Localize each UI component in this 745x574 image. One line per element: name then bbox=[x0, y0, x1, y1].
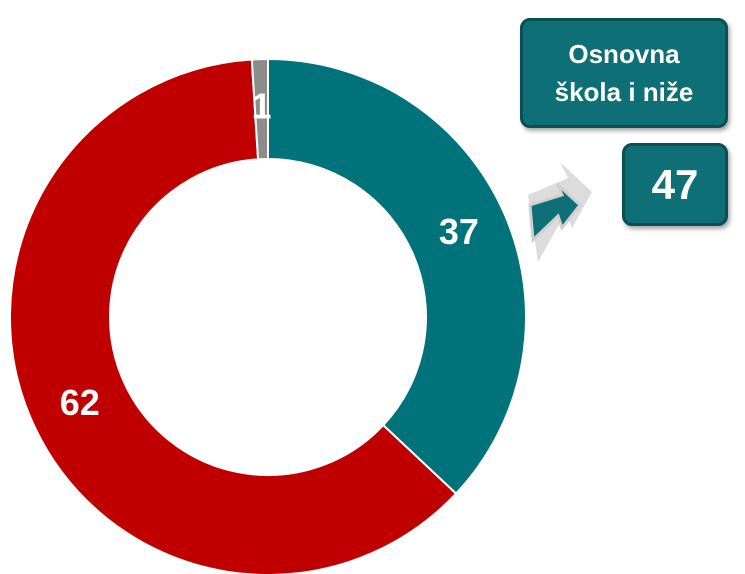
slice bbox=[250, 57, 269, 161]
data-label: 62 bbox=[60, 382, 100, 423]
arrow bbox=[528, 182, 583, 244]
annotation-label: Osnovna škola i niže bbox=[520, 18, 728, 128]
slice bbox=[9, 58, 458, 574]
data-label: 1 bbox=[251, 86, 271, 127]
data-label: 37 bbox=[439, 211, 479, 252]
slice bbox=[267, 57, 527, 496]
annotation-value: 47 bbox=[622, 143, 728, 226]
